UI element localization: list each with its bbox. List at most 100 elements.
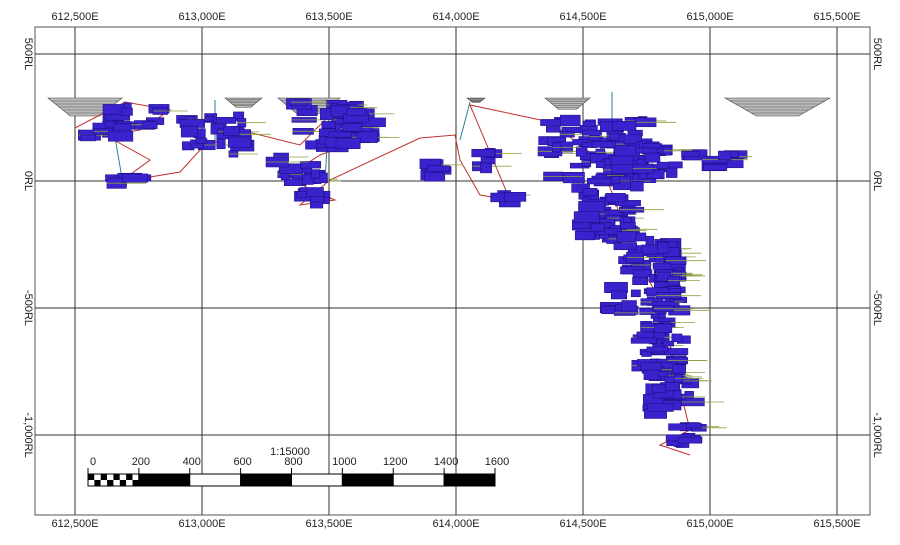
scale-segment	[392, 473, 445, 487]
scale-check	[113, 480, 120, 486]
stope	[575, 146, 588, 157]
stope	[666, 167, 678, 178]
open-pit	[224, 97, 263, 108]
scale-check	[126, 480, 133, 486]
stope	[616, 231, 637, 243]
stope	[591, 141, 616, 148]
scale-segment	[189, 473, 242, 487]
stope	[671, 333, 683, 343]
scale-label: 1000	[332, 456, 356, 468]
stope	[504, 192, 527, 202]
stope	[574, 231, 595, 241]
stope	[361, 117, 386, 128]
scale-label: 200	[132, 456, 150, 468]
stope	[321, 121, 336, 129]
stope	[80, 134, 97, 142]
stope	[647, 169, 665, 179]
stope	[300, 161, 322, 169]
easting-label: 615,000E	[686, 11, 733, 23]
stope-cluster	[640, 362, 725, 419]
stope	[121, 107, 133, 116]
easting-label: 613,000E	[178, 518, 225, 530]
stope	[657, 241, 669, 254]
stope	[480, 162, 492, 174]
content: 0 200 400 600 800 1000 1200 1400 1600 1:15000	[35, 27, 870, 515]
scale-check	[107, 474, 114, 480]
scale-label: 1600	[485, 456, 509, 468]
stope	[646, 346, 669, 353]
open-pit	[723, 97, 832, 117]
scale-label: 800	[284, 456, 302, 468]
stope	[582, 129, 602, 136]
stope	[328, 131, 353, 138]
stope	[573, 211, 600, 223]
easting-label: 614,500E	[559, 518, 606, 530]
easting-label: 614,000E	[432, 518, 479, 530]
stope	[335, 137, 361, 149]
stope	[612, 121, 637, 131]
stope	[296, 191, 308, 198]
scale-check	[107, 480, 114, 486]
stope	[342, 123, 363, 132]
easting-label: 613,500E	[305, 11, 352, 23]
open-pit	[466, 97, 486, 103]
stope	[640, 362, 662, 371]
stope	[652, 383, 667, 393]
stope-cluster	[490, 190, 531, 208]
stope	[656, 161, 670, 169]
scale-label: 600	[233, 456, 251, 468]
stope	[653, 331, 665, 339]
stope	[718, 150, 732, 161]
stope	[703, 163, 728, 171]
stope-cluster	[701, 150, 753, 172]
easting-label: 612,500E	[51, 518, 98, 530]
stope	[278, 163, 303, 174]
stope	[471, 149, 495, 158]
stope	[662, 340, 675, 347]
stope	[630, 289, 641, 298]
frame	[34, 26, 871, 516]
stope	[216, 138, 226, 150]
rl-label: -500RL	[871, 290, 883, 326]
stope	[614, 200, 641, 207]
stope	[142, 121, 158, 130]
stope	[583, 120, 596, 127]
scale-ratio: 1:15000	[270, 446, 310, 458]
scale-segment	[240, 473, 292, 487]
stope	[490, 192, 506, 203]
stope	[540, 119, 561, 126]
stope	[122, 173, 148, 183]
stope	[590, 223, 605, 232]
scale-check	[119, 480, 127, 486]
stope-cluster	[176, 111, 271, 158]
rl-label: -500RL	[22, 290, 34, 326]
stope	[654, 323, 673, 333]
stope	[630, 181, 644, 192]
stope	[578, 201, 605, 213]
stope	[205, 115, 215, 122]
stope	[644, 152, 661, 163]
scale-check	[88, 474, 95, 480]
stope	[610, 290, 628, 300]
stope	[681, 151, 700, 158]
scale-check	[119, 474, 127, 480]
stope	[641, 244, 660, 255]
stope	[424, 172, 446, 182]
scale-check	[94, 474, 101, 480]
easting-label: 613,000E	[178, 11, 225, 23]
scale-label: 1200	[383, 456, 407, 468]
stope	[102, 104, 125, 115]
stope-cluster	[105, 172, 152, 189]
stope-cluster	[294, 187, 331, 209]
scale-check	[100, 474, 108, 480]
stope	[302, 174, 314, 185]
stope	[346, 108, 367, 117]
scale-label: 0	[90, 456, 96, 468]
stope	[305, 140, 318, 150]
scale-check	[94, 480, 101, 486]
stope	[613, 242, 638, 251]
stope	[227, 136, 252, 148]
rl-label: -1,000RL	[22, 412, 34, 457]
